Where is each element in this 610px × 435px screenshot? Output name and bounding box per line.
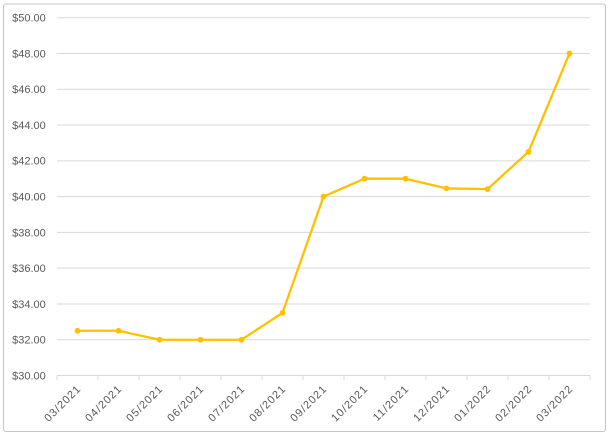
svg-text:$40.00: $40.00 (12, 192, 46, 204)
svg-text:$46.00: $46.00 (12, 84, 46, 96)
svg-text:$38.00: $38.00 (12, 227, 46, 239)
svg-text:$32.00: $32.00 (12, 335, 46, 347)
svg-text:$36.00: $36.00 (12, 263, 46, 275)
svg-text:$34.00: $34.00 (12, 299, 46, 311)
svg-text:$48.00: $48.00 (12, 48, 46, 60)
svg-text:$50.00: $50.00 (12, 13, 46, 25)
svg-text:$30.00: $30.00 (12, 370, 46, 382)
svg-text:$42.00: $42.00 (12, 156, 46, 168)
svg-text:$44.00: $44.00 (12, 120, 46, 132)
